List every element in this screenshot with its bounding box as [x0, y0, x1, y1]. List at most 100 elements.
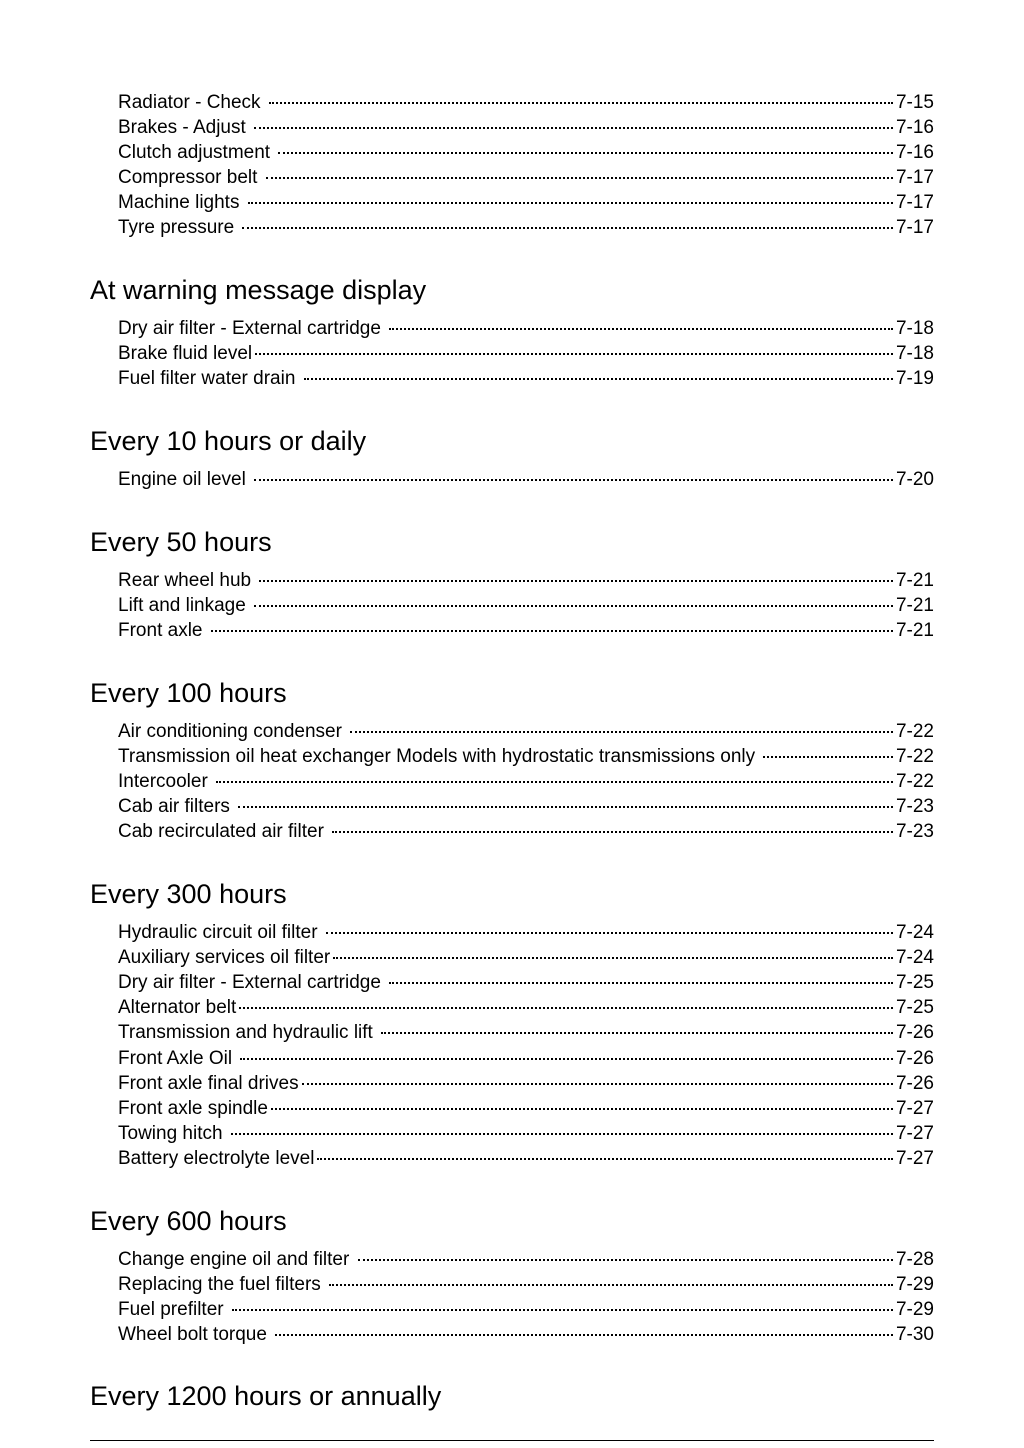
toc-leader-dots	[255, 353, 893, 355]
toc-entry: Front axle final drives 7-26	[90, 1071, 934, 1096]
toc-leader-dots	[381, 1032, 893, 1034]
toc-entry-page: 7-21	[896, 568, 934, 593]
toc-entry-label: Front axle spindle	[118, 1096, 268, 1121]
toc-entry-page: 7-25	[896, 995, 934, 1020]
toc-entry: Fuel filter water drain 7-19	[90, 366, 934, 391]
toc-entry: Intercooler 7-22	[90, 769, 934, 794]
toc-entry: Cab air filters 7-23	[90, 794, 934, 819]
toc-entry-label: Front axle final drives	[118, 1071, 299, 1096]
toc-entry-page: 7-22	[896, 744, 934, 769]
toc-entry-label: Fuel prefilter	[118, 1297, 229, 1322]
toc-entry-label: Tyre pressure	[118, 215, 239, 240]
toc-section: Every 300 hours Hydraulic circuit oil fil…	[90, 878, 934, 1171]
toc-entry: Lift and linkage 7-21	[90, 593, 934, 618]
toc-entry-label: Dry air filter - External cartridge	[118, 316, 386, 341]
toc-entry-label: Alternator belt	[118, 995, 236, 1020]
toc-section: Radiator - Check 7-15 Brakes - Adjust 7-1…	[90, 90, 934, 240]
toc-leader-dots	[332, 831, 893, 833]
toc-leader-dots	[232, 1309, 893, 1311]
toc-entry: Machine lights 7-17	[90, 190, 934, 215]
toc-entry: Air conditioning condenser 7-22	[90, 719, 934, 744]
toc-entry: Auxiliary services oil filter 7-24	[90, 945, 934, 970]
toc-entry-label: Radiator - Check	[118, 90, 266, 115]
toc-entry-label: Towing hitch	[118, 1121, 228, 1146]
toc-leader-dots	[350, 731, 893, 733]
toc-entry-page: 7-17	[896, 190, 934, 215]
toc-entry-label: Compressor belt	[118, 165, 263, 190]
toc-entry: Transmission and hydraulic lift 7-26	[90, 1020, 934, 1045]
toc-entry-label: Wheel bolt torque	[118, 1322, 272, 1347]
toc-entry-page: 7-26	[896, 1020, 934, 1045]
toc-leader-dots	[248, 202, 893, 204]
toc-leader-dots	[278, 152, 893, 154]
toc-entry: Fuel prefilter 7-29	[90, 1297, 934, 1322]
toc-entry-label: Change engine oil and filter	[118, 1247, 355, 1272]
section-heading: Every 100 hours	[90, 677, 934, 711]
toc-entry: Battery electrolyte level 7-27	[90, 1146, 934, 1171]
toc-leader-dots	[329, 1284, 893, 1286]
toc-entry-page: 7-30	[896, 1322, 934, 1347]
toc-leader-dots	[389, 328, 893, 330]
toc-entry: Hydraulic circuit oil filter 7-24	[90, 920, 934, 945]
toc-leader-dots	[242, 227, 893, 229]
toc-section: Every 100 hours Air conditioning condense…	[90, 677, 934, 844]
toc-leader-dots	[275, 1334, 893, 1336]
toc-leader-dots	[238, 806, 893, 808]
toc-leader-dots	[358, 1259, 893, 1261]
toc-section: At warning message display Dry air filter…	[90, 274, 934, 391]
toc-entry-label: Brake fluid level	[118, 341, 252, 366]
toc-leader-dots	[254, 605, 893, 607]
toc-leader-dots	[763, 756, 893, 758]
toc-entry: Rear wheel hub 7-21	[90, 568, 934, 593]
toc-entry-page: 7-24	[896, 945, 934, 970]
toc-entry-label: Battery electrolyte level	[118, 1146, 314, 1171]
toc-entry: Cab recirculated air filter 7-23	[90, 819, 934, 844]
toc-entry-label: Front axle	[118, 618, 208, 643]
toc-leader-dots	[326, 932, 893, 934]
toc-entry-page: 7-15	[896, 90, 934, 115]
table-of-contents: Radiator - Check 7-15 Brakes - Adjust 7-1…	[90, 90, 934, 1347]
toc-entry-page: 7-17	[896, 165, 934, 190]
toc-entry-page: 7-27	[896, 1146, 934, 1171]
section-heading: Every 10 hours or daily	[90, 425, 934, 459]
toc-entry-label: Front Axle Oil	[118, 1046, 237, 1071]
toc-entry-label: Engine oil level	[118, 467, 251, 492]
toc-entry-label: Brakes - Adjust	[118, 115, 251, 140]
toc-entry-label: Hydraulic circuit oil filter	[118, 920, 323, 945]
toc-entry: Engine oil level 7-20	[90, 467, 934, 492]
toc-entry-label: Dry air filter - External cartridge	[118, 970, 386, 995]
toc-leader-dots	[239, 1007, 893, 1009]
toc-entry: Alternator belt 7-25	[90, 995, 934, 1020]
toc-leader-dots	[304, 378, 893, 380]
toc-leader-dots	[231, 1133, 893, 1135]
toc-entry: Wheel bolt torque 7-30	[90, 1322, 934, 1347]
toc-entry-label: Air conditioning condenser	[118, 719, 347, 744]
toc-leader-dots	[269, 102, 893, 104]
toc-leader-dots	[302, 1083, 893, 1085]
toc-entry-label: Intercooler	[118, 769, 213, 794]
toc-entry-page: 7-17	[896, 215, 934, 240]
section-heading: Every 50 hours	[90, 526, 934, 560]
toc-leader-dots	[389, 982, 893, 984]
toc-leader-dots	[254, 479, 893, 481]
toc-entry: Change engine oil and filter 7-28	[90, 1247, 934, 1272]
toc-entry: Tyre pressure 7-17	[90, 215, 934, 240]
toc-entry-page: 7-29	[896, 1297, 934, 1322]
toc-entry: Compressor belt 7-17	[90, 165, 934, 190]
toc-entry-page: 7-21	[896, 593, 934, 618]
toc-leader-dots	[333, 957, 893, 959]
section-heading: Every 300 hours	[90, 878, 934, 912]
toc-entry-label: Cab recirculated air filter	[118, 819, 329, 844]
toc-entry: Brake fluid level 7-18	[90, 341, 934, 366]
toc-entry-page: 7-19	[896, 366, 934, 391]
footer-rule	[90, 1440, 934, 1441]
toc-entry-label: Transmission and hydraulic lift	[118, 1020, 378, 1045]
toc-entry-page: 7-24	[896, 920, 934, 945]
toc-entry-page: 7-27	[896, 1121, 934, 1146]
section-heading: At warning message display	[90, 274, 934, 308]
toc-entry: Towing hitch 7-27	[90, 1121, 934, 1146]
toc-entry-page: 7-25	[896, 970, 934, 995]
toc-entry-label: Transmission oil heat exchanger Models w…	[118, 744, 760, 769]
toc-entry-page: 7-22	[896, 769, 934, 794]
toc-entry: Front Axle Oil 7-26	[90, 1046, 934, 1071]
